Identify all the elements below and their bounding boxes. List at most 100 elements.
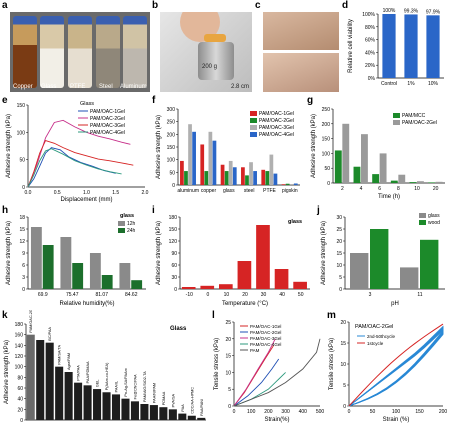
x-tick-label: 50 xyxy=(298,292,304,298)
legend-entry: PAM/OAC-3Gel xyxy=(90,123,125,129)
bar xyxy=(64,372,73,420)
bar xyxy=(168,409,177,420)
series-line xyxy=(27,139,134,188)
first-cycle-line xyxy=(348,323,444,407)
x-tick-label: 0 xyxy=(233,409,236,415)
x-tick-label: 75.47 xyxy=(66,292,79,298)
bar xyxy=(181,287,196,289)
x-tick-label: 100 xyxy=(247,409,256,415)
y-tick-label: 20 xyxy=(17,407,23,413)
y-axis-label: Adhesive strength (kPa) xyxy=(4,340,10,404)
bar xyxy=(353,166,361,183)
x-tick-label: 3 xyxy=(369,292,372,298)
y-tick-label: 20% xyxy=(365,63,376,69)
legend-entry: PAM/OAC-3Gel xyxy=(259,125,294,131)
y-tick-label: 0 xyxy=(343,404,346,410)
bar xyxy=(390,180,398,183)
x-tick-label: 400 xyxy=(299,409,308,415)
y-tick-label: 0 xyxy=(174,287,177,293)
legend-entry: PAM/OAC-3Gel xyxy=(250,336,281,341)
y-tick-label: 40 xyxy=(17,397,23,403)
chart-m: 0 5 10 15 20 Tensile stress (kPa) Strain (%) 0 5… xyxy=(329,320,447,423)
x-tick-label: 8 xyxy=(397,186,400,192)
series-line xyxy=(233,338,321,407)
bar xyxy=(241,167,245,185)
bar xyxy=(159,407,168,420)
bar xyxy=(111,394,121,420)
y-tick-label: 30 xyxy=(171,275,177,281)
legend-title: Glass xyxy=(170,326,187,332)
panel-e: e 0 50 100 150 Adhesive strength (kPa) Displa… xyxy=(0,95,150,205)
x-tick-label: 81.07 xyxy=(95,292,108,298)
series-line xyxy=(233,358,280,407)
x-tick-label: 1.0 xyxy=(83,190,90,196)
panel-label-b: b xyxy=(152,0,159,11)
y-tick-label: 80% xyxy=(365,25,376,31)
y-tick-label: 9 xyxy=(22,251,25,257)
x-tick-label: copper xyxy=(201,188,217,194)
bar xyxy=(212,140,217,185)
y-tick-label: 60 xyxy=(171,263,177,269)
y-tick-label: 6 xyxy=(22,263,25,269)
y-tick-label: 80 xyxy=(17,375,23,381)
bar xyxy=(60,237,72,289)
y-tick-label: 12 xyxy=(19,239,25,245)
x-tick-label: 10 xyxy=(224,292,230,298)
x-tick-label: 0.0 xyxy=(25,190,32,196)
legend-entry: wood xyxy=(428,220,440,226)
panel-m: m 0 5 10 15 20 Tensile stress (kPa) Strain (%)… xyxy=(325,310,449,426)
weight-label: 200 g xyxy=(202,64,218,70)
bar-label: PTA/PAA xyxy=(77,365,81,381)
x-tick-label: 200 xyxy=(264,409,273,415)
y-tick-label: 3 xyxy=(22,275,25,281)
bar-label: PAA xyxy=(181,404,185,412)
x-axis-label: pH xyxy=(391,301,399,307)
x-tick-label: pigskin xyxy=(282,188,298,194)
bar-label: BC/PAA xyxy=(48,327,52,341)
y-tick-label: 100% xyxy=(362,12,375,18)
y-tick-label: 0 xyxy=(22,185,25,191)
bar xyxy=(119,263,131,289)
panel-g: g 0 50 100 150 200 250 Adhesive strength (kPa)… xyxy=(305,95,449,205)
y-tick-label: 120 xyxy=(169,239,178,245)
series-line xyxy=(27,147,116,188)
panel-l: l 0 5 10 15 20 25 Tensile stress (kPa) Strain(%… xyxy=(210,310,325,426)
panel-k: k 0 20 40 60 80 100 120 140 160 180 Adhesive stren… xyxy=(0,306,210,426)
bar xyxy=(400,267,419,289)
bar xyxy=(261,169,266,185)
bar xyxy=(140,404,149,420)
x-tick-label: 150 xyxy=(415,409,424,415)
y-tick-label: 200 xyxy=(322,122,331,128)
vial-label-steel: Steel xyxy=(99,84,113,90)
bar xyxy=(285,183,290,185)
vial-copper xyxy=(13,16,37,88)
panel-label-f: f xyxy=(152,95,156,106)
vial-label-glass: Glass xyxy=(41,84,57,90)
bar xyxy=(45,342,54,420)
bar xyxy=(237,261,252,289)
x-tick-label: 11 xyxy=(417,292,422,298)
legend-entry: PAM/OAC-2Gel xyxy=(402,120,437,126)
bar-label: PAM/OAC-2Gel xyxy=(29,310,33,333)
bar xyxy=(102,392,111,420)
bar xyxy=(334,150,342,183)
bar xyxy=(83,385,92,420)
legend-entry: 12h xyxy=(127,221,136,227)
legend-swatch xyxy=(393,120,400,125)
cycle-loop xyxy=(348,325,444,407)
legend-swatch xyxy=(118,221,125,226)
bar xyxy=(409,182,417,183)
panel-label-i: i xyxy=(152,205,155,216)
chart-e: 0 50 100 150 Adhesive strength (kPa) Displace… xyxy=(6,101,149,203)
x-tick-label: 0 xyxy=(348,409,351,415)
y-tick-label: 15 xyxy=(340,341,346,347)
bar xyxy=(245,175,249,185)
y-axis-label: Tensile stress (kPa) xyxy=(214,338,220,390)
x-tick-label: 84.62 xyxy=(125,292,138,298)
bar xyxy=(149,405,158,420)
bar xyxy=(382,14,396,78)
bar-label: PDMAA xyxy=(162,391,166,405)
legend-entry: PAM/OAC-2Gel xyxy=(250,330,281,335)
legend-entry: PAM/OAC-1Gel xyxy=(259,111,294,117)
cycle-loop xyxy=(348,326,444,407)
